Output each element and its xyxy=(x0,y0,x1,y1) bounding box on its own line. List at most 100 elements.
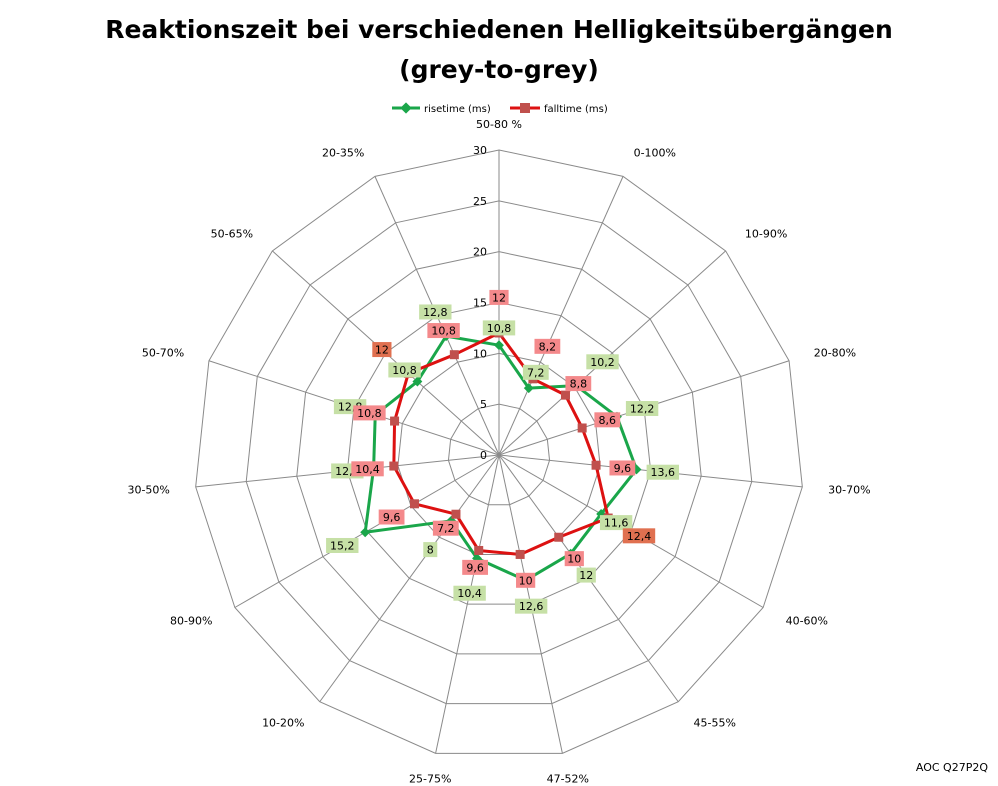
grid-ring-25 xyxy=(245,200,753,705)
falltime-marker xyxy=(449,350,459,360)
chart-title-line1: Reaktionszeit bei verschiedenen Helligke… xyxy=(105,15,893,44)
legend: risetime (ms) falltime (ms) xyxy=(392,102,608,115)
category-label: 0-100% xyxy=(634,147,676,160)
falltime-data-label-bg xyxy=(564,551,584,567)
falltime-data-label-bg xyxy=(594,412,621,428)
series-line-risetime xyxy=(363,334,639,582)
risetime-data-label-bg xyxy=(576,567,596,583)
falltime-data-label-bg xyxy=(353,405,386,421)
falltime-data-label: 10,8 xyxy=(431,325,456,338)
chart-title-line2: (grey-to-grey) xyxy=(399,55,599,84)
falltime-data-label: 8,6 xyxy=(599,414,617,427)
risetime-data-label-bg xyxy=(388,362,421,378)
legend-item-falltime: falltime (ms) xyxy=(510,103,608,115)
risetime-data-label: 12 xyxy=(579,569,593,582)
grid-ring-20 xyxy=(296,251,702,655)
risetime-data-label-bg xyxy=(419,304,452,320)
category-label: 25-75% xyxy=(409,773,451,786)
category-label: 47-52% xyxy=(547,773,589,786)
risetime-data-label: 12,6 xyxy=(519,600,544,613)
category-label: 30-50% xyxy=(127,484,169,497)
risetime-data-label-bg xyxy=(453,585,486,601)
legend-risetime-marker xyxy=(400,102,412,114)
series-line-falltime xyxy=(392,331,610,556)
monitor-model-caption: AOC Q27P2Q xyxy=(915,761,988,774)
falltime-data-label: 9,6 xyxy=(614,462,632,475)
category-label: 30-70% xyxy=(828,484,870,497)
falltime-marker xyxy=(390,416,400,426)
grid-ring-10 xyxy=(397,352,601,555)
legend-falltime-marker xyxy=(520,103,530,113)
data-labels: 10,8127,28,210,28,812,28,613,69,611,612,… xyxy=(326,289,679,614)
risetime-data-label: 8 xyxy=(427,544,434,557)
falltime-data-label: 7,2 xyxy=(437,522,455,535)
category-label: 20-35% xyxy=(322,147,364,160)
radial-tick-label: 5 xyxy=(480,398,487,411)
falltime-marker xyxy=(515,549,525,559)
grid-ring-15 xyxy=(346,301,652,605)
risetime-data-label-bg xyxy=(522,364,549,380)
risetime-data-label: 10,8 xyxy=(392,364,417,377)
category-label: 20-80% xyxy=(814,347,856,360)
grid-spoke xyxy=(498,176,624,456)
falltime-marker xyxy=(409,499,419,509)
falltime-data-label: 10,8 xyxy=(357,407,382,420)
risetime-data-label: 10,4 xyxy=(457,587,482,600)
falltime-data-label-bg xyxy=(372,342,392,358)
category-label: 45-55% xyxy=(694,717,736,730)
risetime-data-label-bg xyxy=(625,401,659,417)
risetime-data-label-bg xyxy=(646,464,679,480)
category-label: 10-20% xyxy=(262,717,304,730)
risetime-data-label: 13,6 xyxy=(651,466,676,479)
falltime-data-label-bg xyxy=(622,528,656,544)
falltime-data-label-bg xyxy=(489,289,509,305)
falltime-data-label-bg xyxy=(351,461,384,477)
falltime-marker xyxy=(591,460,601,470)
falltime-data-label: 10,4 xyxy=(355,463,380,476)
radial-tick-label: 25 xyxy=(473,195,487,208)
radial-tick-label: 20 xyxy=(473,246,487,259)
risetime-data-label-bg xyxy=(599,515,633,531)
category-label: 50-80 % xyxy=(476,118,522,131)
radial-tick-label: 15 xyxy=(473,297,487,310)
legend-item-risetime: risetime (ms) xyxy=(392,102,491,115)
falltime-data-label-bg xyxy=(427,323,460,339)
falltime-data-label: 9,6 xyxy=(466,561,484,574)
grid-ring-30 xyxy=(195,149,803,754)
falltime-data-label: 12 xyxy=(375,344,389,357)
risetime-data-label: 7,2 xyxy=(527,366,545,379)
falltime-data-label: 12 xyxy=(492,291,506,304)
radial-ticks: 0 5 10 15 20 25 30 xyxy=(473,144,487,462)
category-label: 10-90% xyxy=(745,228,787,241)
falltime-data-label-bg xyxy=(565,376,592,392)
grid-spoke xyxy=(498,250,726,456)
risetime-data-label-bg xyxy=(326,537,359,553)
falltime-data-label-bg xyxy=(609,460,636,476)
risetime-data-label: 12,2 xyxy=(630,403,655,416)
falltime-data-label: 9,6 xyxy=(383,511,401,524)
category-label: 80-90% xyxy=(170,614,212,627)
grid-spoke xyxy=(435,454,500,754)
risetime-marker xyxy=(412,376,423,387)
legend-falltime-label: falltime (ms) xyxy=(544,104,608,115)
risetime-data-label-bg xyxy=(482,320,516,336)
legend-risetime-label: risetime (ms) xyxy=(424,104,491,115)
risetime-data-label-bg xyxy=(514,598,548,614)
risetime-data-label: 10,2 xyxy=(590,356,615,369)
radar-grid xyxy=(195,149,803,754)
falltime-data-label-bg xyxy=(462,559,489,575)
grid-spoke xyxy=(319,454,500,703)
falltime-data-label: 8,2 xyxy=(539,340,557,353)
falltime-data-label: 12,4 xyxy=(627,530,652,543)
risetime-marker xyxy=(494,340,504,351)
falltime-data-label: 10 xyxy=(567,553,581,566)
risetime-data-label: 11,6 xyxy=(604,517,629,530)
risetime-marker xyxy=(360,527,371,538)
risetime-data-label: 15,2 xyxy=(330,539,355,552)
category-label: 50-70% xyxy=(142,347,184,360)
category-labels: 50-80 % 0-100% 10-90% 20-80% 30-70% 40-60% 45-… xyxy=(127,118,870,786)
risetime-marker xyxy=(523,383,534,394)
radial-tick-label: 10 xyxy=(473,347,487,360)
falltime-data-label: 10 xyxy=(519,574,533,587)
radial-tick-label: 30 xyxy=(473,144,487,157)
